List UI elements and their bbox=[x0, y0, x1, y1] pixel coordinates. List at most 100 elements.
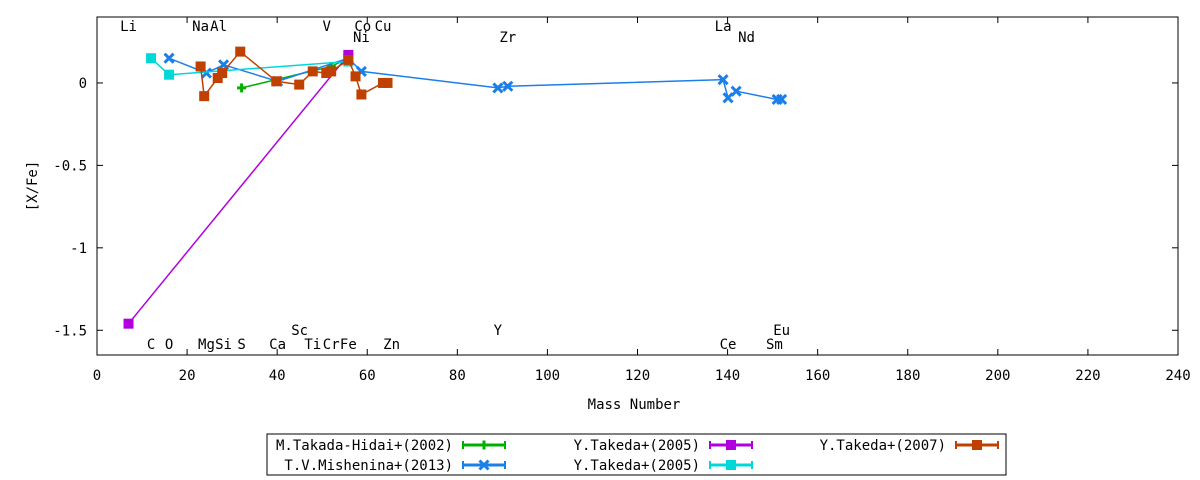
y-axis-label: [X/Fe] bbox=[25, 161, 41, 212]
data-point bbox=[271, 76, 282, 87]
y-tick-label: -1 bbox=[70, 241, 87, 257]
marker-stroke bbox=[502, 80, 514, 92]
x-axis-label: Mass Number bbox=[588, 397, 681, 413]
data-point bbox=[356, 89, 367, 100]
marker-stroke bbox=[200, 67, 213, 79]
legend-label: Y.Takeda+(2005) bbox=[574, 458, 700, 474]
x-tick-label: 40 bbox=[269, 368, 286, 384]
element-label: Li bbox=[120, 19, 137, 35]
legend-swatch bbox=[955, 440, 999, 450]
data-point bbox=[123, 318, 134, 329]
element-label: V bbox=[322, 19, 331, 35]
x-tick-label: 200 bbox=[985, 368, 1010, 384]
element-label: La bbox=[715, 19, 732, 35]
element-label: Cr bbox=[323, 337, 340, 353]
element-label: C bbox=[147, 337, 155, 353]
element-label: Y bbox=[494, 323, 503, 339]
legend-swatch bbox=[462, 459, 506, 471]
marker-stroke bbox=[776, 93, 788, 105]
marker-stroke bbox=[163, 52, 175, 64]
element-label: Cu bbox=[375, 19, 392, 35]
y-tick-label: -1.5 bbox=[53, 323, 87, 339]
data-point bbox=[163, 52, 175, 64]
element-label: Ce bbox=[720, 337, 737, 353]
data-point bbox=[350, 71, 361, 82]
y-tick-label: -0.5 bbox=[53, 158, 87, 174]
element-label: Ca bbox=[269, 337, 286, 353]
data-point bbox=[726, 460, 736, 470]
data-point bbox=[972, 440, 982, 450]
data-point bbox=[146, 53, 157, 64]
x-tick-label: 140 bbox=[715, 368, 740, 384]
data-point bbox=[502, 80, 514, 92]
data-point bbox=[479, 440, 489, 450]
x-tick-label: 20 bbox=[179, 368, 196, 384]
data-point bbox=[776, 93, 788, 105]
series-4 bbox=[195, 46, 393, 102]
marker-stroke bbox=[717, 74, 729, 86]
data-point bbox=[237, 83, 247, 93]
data-point bbox=[726, 440, 736, 450]
x-tick-label: 100 bbox=[535, 368, 560, 384]
element-label: Si bbox=[215, 337, 232, 353]
x-tick-label: 180 bbox=[895, 368, 920, 384]
data-point bbox=[382, 77, 393, 88]
x-tick-label: 120 bbox=[625, 368, 650, 384]
x-tick-label: 220 bbox=[1075, 368, 1100, 384]
data-point bbox=[717, 74, 729, 86]
element-label: Ni bbox=[353, 30, 370, 46]
element-label: Ti bbox=[304, 337, 321, 353]
data-point bbox=[343, 54, 354, 65]
element-label: Mg bbox=[198, 337, 215, 353]
data-point bbox=[217, 68, 228, 79]
element-label: Al bbox=[210, 19, 227, 35]
legend-box bbox=[266, 433, 1007, 476]
x-tick-label: 160 bbox=[805, 368, 830, 384]
series-1 bbox=[163, 52, 788, 105]
series-2 bbox=[123, 49, 354, 329]
data-point bbox=[307, 66, 318, 77]
element-label: O bbox=[165, 337, 173, 353]
marker-stroke bbox=[478, 459, 490, 471]
data-point bbox=[195, 61, 206, 72]
data-point bbox=[164, 69, 175, 80]
x-tick-label: 60 bbox=[359, 368, 376, 384]
element-label: Sc bbox=[291, 323, 308, 339]
y-tick-label: 0 bbox=[79, 76, 87, 92]
element-label: Co bbox=[354, 19, 371, 35]
marker-stroke bbox=[492, 82, 504, 94]
data-point bbox=[492, 82, 504, 94]
element-label: Eu bbox=[773, 323, 790, 339]
data-point bbox=[235, 46, 246, 57]
element-label: S bbox=[237, 337, 245, 353]
legend-swatch bbox=[709, 460, 753, 470]
x-tick-label: 0 bbox=[93, 368, 101, 384]
series-line bbox=[127, 54, 349, 325]
series-line bbox=[168, 57, 782, 101]
element-label: Nd bbox=[738, 30, 755, 46]
marker-stroke bbox=[218, 59, 230, 71]
element-label: Sm bbox=[766, 337, 783, 353]
element-labels: Li Na Al V Co Cu La Ni Zr Nd Sc Y Eu C O Mg Si S Ca Ti Cr Fe Z… bbox=[120, 19, 790, 353]
legend-label: T.V.Mishenina+(2013) bbox=[284, 458, 453, 474]
legend-swatch bbox=[462, 440, 506, 450]
element-label: Fe bbox=[340, 337, 357, 353]
legend: M.Takada-Hidai+(2002) T.V.Mishenina+(2013… bbox=[266, 433, 1007, 476]
legend-label: M.Takada-Hidai+(2002) bbox=[276, 438, 453, 454]
data-point bbox=[294, 79, 305, 90]
x-tick-label: 80 bbox=[449, 368, 466, 384]
element-label: Na bbox=[192, 19, 209, 35]
legend-label: Y.Takeda+(2005) bbox=[574, 438, 700, 454]
series-group bbox=[123, 46, 788, 329]
axes: 0 20 40 60 80 100 120 140 160 180 200 220 240 0 -0.5 -1… bbox=[53, 17, 1191, 384]
data-point bbox=[730, 85, 742, 97]
element-label: Zr bbox=[499, 30, 516, 46]
x-tick-label: 240 bbox=[1165, 368, 1190, 384]
data-point bbox=[199, 91, 210, 102]
data-point bbox=[478, 459, 490, 471]
legend-label: Y.Takeda+(2007) bbox=[820, 438, 946, 454]
marker-stroke bbox=[730, 85, 742, 97]
element-label: Zn bbox=[383, 337, 400, 353]
legend-swatch bbox=[709, 440, 753, 450]
